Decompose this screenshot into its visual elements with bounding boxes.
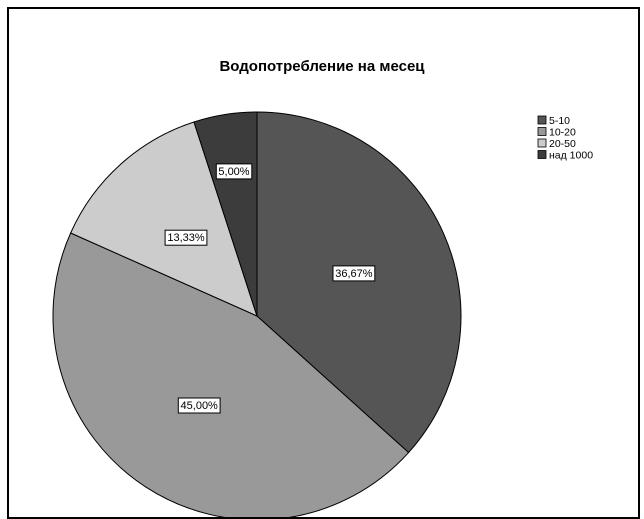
legend-label: 10-20 — [549, 127, 576, 139]
pie-label-text: 13,33% — [167, 232, 205, 244]
pie-label-box — [332, 265, 376, 282]
pie-slice-10-20 — [52, 232, 410, 517]
pie-slice-5-10 — [256, 111, 462, 454]
pie-slice-над-1000 — [193, 111, 258, 317]
pie-labels: 36,67% 45,00% 13,33% 5,00% — [164, 163, 376, 414]
pie-label-text: 36,67% — [335, 268, 373, 280]
legend-swatch — [537, 127, 547, 136]
pie-slice-20-50 — [69, 121, 258, 317]
pie-label-box — [177, 397, 221, 414]
pie-slices — [52, 111, 462, 517]
pie-label-box — [164, 229, 208, 246]
chart-title: Водопотребление на месец — [219, 58, 425, 75]
legend-label: 20-50 — [549, 138, 576, 150]
legend-swatch — [537, 150, 547, 159]
pie-label: 36,67% — [332, 265, 376, 282]
pie-label-text: 5,00% — [218, 166, 249, 178]
pie-label: 13,33% — [164, 229, 208, 246]
legend-swatch — [537, 138, 547, 148]
legend-label: 5-10 — [549, 115, 570, 127]
pie-label-text: 45,00% — [181, 400, 219, 412]
legend-swatch — [537, 115, 547, 125]
pie-label: 45,00% — [177, 397, 221, 414]
pie-label: 5,00% — [215, 163, 253, 180]
pie-label-box — [215, 163, 253, 180]
legend-label: над 1000 — [549, 150, 593, 162]
